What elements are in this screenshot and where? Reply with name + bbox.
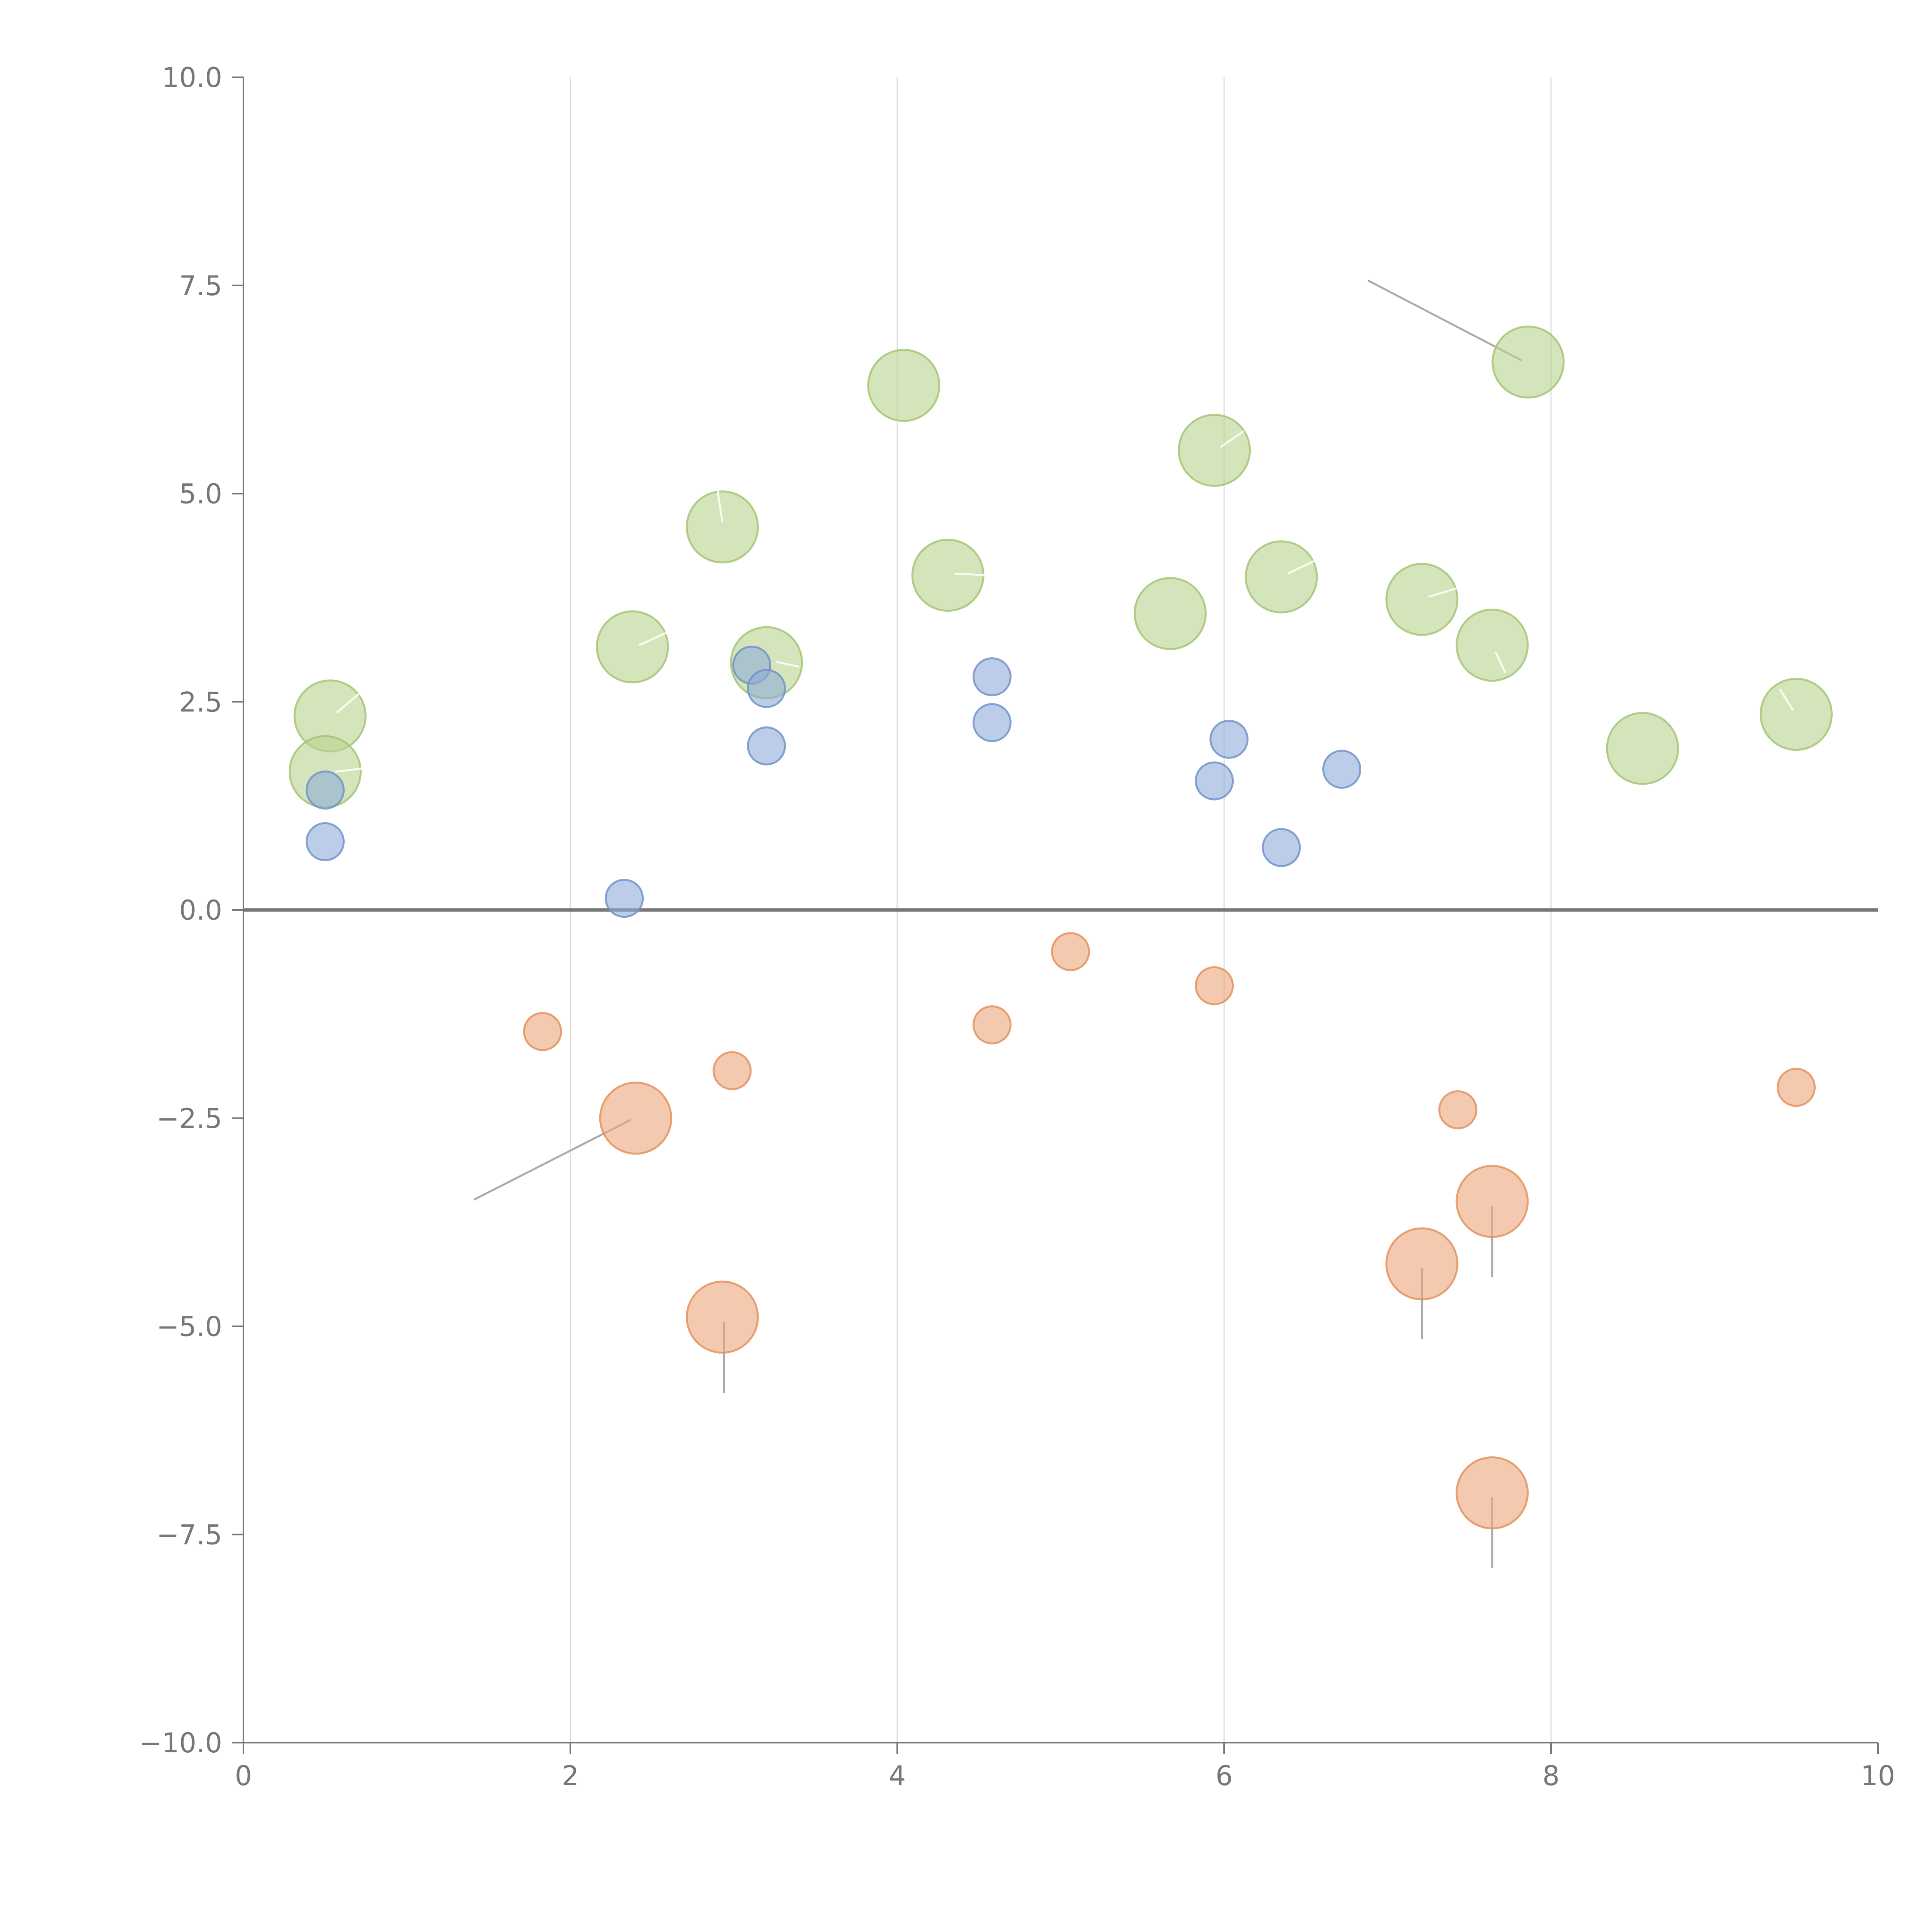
- bubble-spoke: [776, 661, 799, 668]
- y-tick-label: −5.0: [156, 1311, 222, 1343]
- blue-bubble: [972, 657, 1012, 697]
- green-bubble: [1760, 678, 1833, 751]
- bubble-spoke: [1779, 689, 1794, 711]
- spoke-layer: [335, 430, 1794, 773]
- leader-line-layer: [473, 279, 1522, 1568]
- point-layer: [289, 325, 1833, 1529]
- bubble-spoke: [638, 631, 669, 646]
- orange-bubble: [599, 1082, 672, 1155]
- orange-bubble: [1438, 1090, 1478, 1129]
- orange-bubble: [685, 1281, 759, 1354]
- x-tick-label: 8: [1543, 1760, 1560, 1792]
- green-bubble: [1178, 413, 1251, 487]
- blue-bubble: [972, 703, 1012, 742]
- y-tick-label: 7.5: [179, 270, 222, 302]
- y-tick-label: 0.0: [179, 895, 222, 926]
- y-tick-label: −2.5: [156, 1103, 222, 1134]
- y-tick-label: 2.5: [179, 686, 222, 718]
- bubble-spoke: [1287, 558, 1320, 575]
- green-bubble: [1606, 712, 1679, 785]
- bubble-spoke: [335, 767, 363, 773]
- bubble-spoke: [336, 692, 360, 714]
- y-tick-label: −10.0: [139, 1727, 222, 1759]
- y-tick-label: −7.5: [156, 1519, 222, 1551]
- orange-bubble: [972, 1005, 1012, 1044]
- green-bubble: [1385, 563, 1459, 636]
- orange-bubble: [523, 1012, 562, 1051]
- orange-bubble: [1385, 1227, 1459, 1301]
- blue-bubble: [1195, 761, 1234, 801]
- y-tick-label: 10.0: [162, 62, 222, 94]
- x-tick-label: 2: [562, 1760, 579, 1792]
- blue-bubble: [1322, 750, 1362, 789]
- bubble-spoke: [954, 572, 987, 577]
- blue-bubble: [1262, 828, 1301, 867]
- green-bubble: [1245, 540, 1318, 614]
- bubble-spoke: [1220, 430, 1245, 448]
- green-bubble: [596, 610, 669, 684]
- bubble-spoke: [1494, 651, 1506, 673]
- orange-bubble: [1777, 1068, 1816, 1107]
- blue-bubble: [306, 822, 345, 861]
- blue-bubble: [747, 726, 786, 765]
- blue-bubble: [605, 879, 644, 918]
- blue-bubble: [1209, 719, 1249, 759]
- orange-bubble: [1051, 932, 1090, 971]
- orange-bubble: [1456, 1165, 1529, 1238]
- orange-bubble: [1195, 966, 1234, 1005]
- x-tick-label: 10: [1861, 1760, 1895, 1792]
- green-bubble: [685, 490, 759, 564]
- y-tick-label: 5.0: [179, 478, 222, 510]
- green-bubble: [1492, 325, 1565, 399]
- bubble-spoke: [1428, 586, 1462, 598]
- green-bubble: [1133, 577, 1207, 650]
- x-tick-label: 0: [235, 1760, 252, 1792]
- tick-layer: 0 2 4 6 8 10 10.0 7.5 5.0 2.5 0.0 −2.5 −5.0 −7.5 −10.0: [139, 62, 1895, 1792]
- blue-bubble: [306, 770, 345, 810]
- blue-bubble: [747, 669, 786, 708]
- x-tick-label: 6: [1216, 1760, 1233, 1792]
- bubble-spoke: [716, 489, 723, 522]
- green-bubble: [867, 349, 940, 422]
- orange-bubble: [713, 1051, 752, 1090]
- green-bubble: [1456, 609, 1529, 682]
- x-tick-label: 4: [889, 1760, 906, 1792]
- orange-bubble: [1456, 1456, 1529, 1529]
